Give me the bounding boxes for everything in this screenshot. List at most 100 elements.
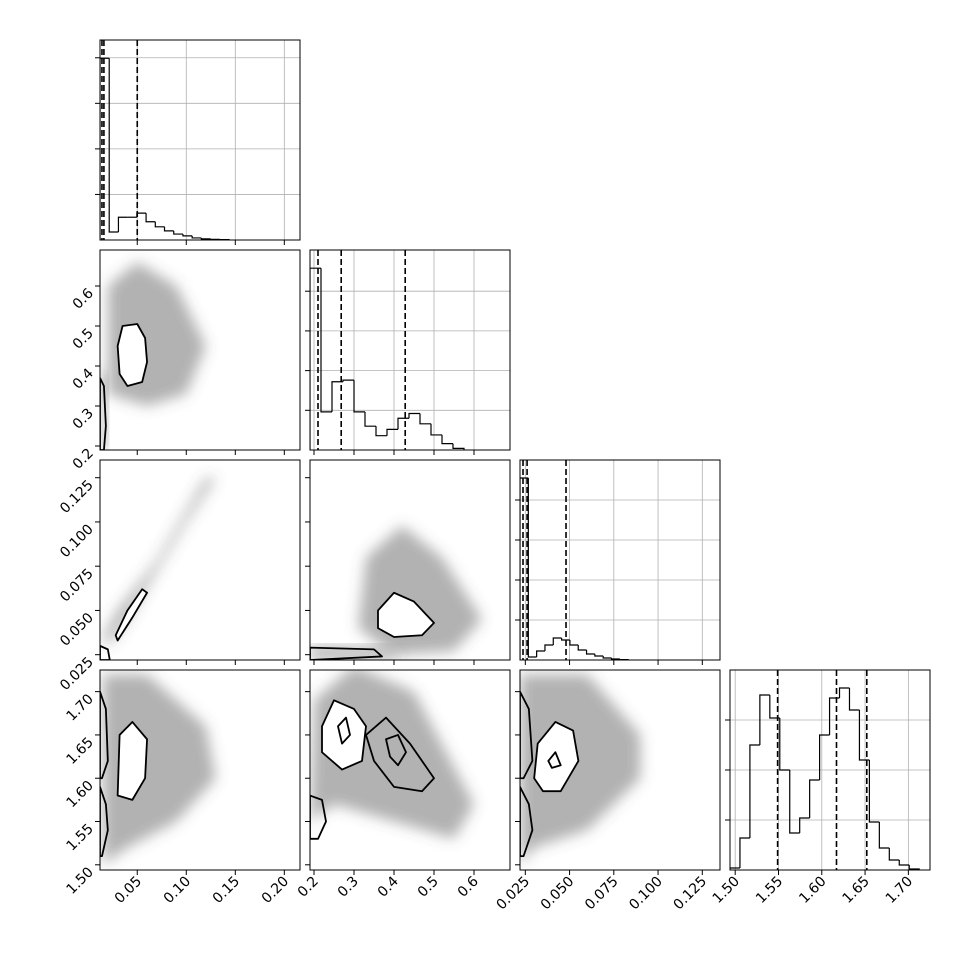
- histogram-bin: [898, 860, 910, 866]
- histogram-bin: [419, 413, 431, 425]
- x-tick-label: 0.10: [161, 874, 194, 907]
- histogram-bin: [848, 688, 860, 711]
- histogram-bin: [858, 710, 870, 761]
- histogram-bin: [759, 694, 770, 745]
- histogram-bin: [779, 718, 790, 771]
- y-tick-label: 1.70: [63, 691, 96, 724]
- histogram-bin: [828, 697, 840, 735]
- histogram-bin: [560, 638, 570, 641]
- histogram-bin: [730, 867, 740, 870]
- density-contour: [100, 377, 107, 450]
- density-contour: [100, 690, 109, 780]
- y-tick-label: 1.65: [63, 734, 96, 767]
- density-panel: [100, 262, 206, 450]
- density-contour: [377, 591, 435, 638]
- x-tick-label: 1.55: [753, 874, 786, 907]
- density-contour: [321, 699, 367, 771]
- panel-frame: [729, 669, 931, 871]
- histogram-bin: [520, 477, 529, 660]
- histogram-bin: [908, 865, 920, 870]
- density-contour: [337, 716, 351, 745]
- density-contour: [547, 751, 562, 769]
- x-tick-label: 1.65: [840, 874, 873, 907]
- x-tick-label: 0.5: [415, 874, 442, 901]
- histogram-bin: [819, 734, 830, 780]
- histogram-bin: [441, 434, 453, 445]
- histogram-bin: [430, 423, 442, 436]
- histogram-bin: [888, 848, 900, 861]
- histogram-bin: [117, 216, 128, 233]
- sample-cloud: [520, 674, 641, 865]
- histogram-bin: [154, 221, 165, 228]
- histogram-bin: [544, 644, 554, 651]
- histogram-bin: [397, 417, 409, 430]
- density-panel: [100, 674, 216, 865]
- y-tick-label: 0.3: [70, 406, 97, 433]
- panel-frame: [99, 459, 301, 661]
- density-panel: [310, 670, 474, 840]
- x-tick-label: 0.075: [582, 874, 622, 914]
- histogram-bin: [342, 379, 354, 382]
- x-tick-label: 1.50: [710, 874, 743, 907]
- histogram-bin: [386, 428, 398, 436]
- histogram-bin: [136, 212, 147, 218]
- histogram-panel: [520, 460, 720, 660]
- histogram-bin: [799, 817, 810, 833]
- histogram-bin: [585, 650, 595, 655]
- histogram-panel: [310, 250, 510, 450]
- panel-frame: [99, 249, 301, 451]
- panel-frame: [99, 39, 301, 241]
- histogram-bin: [364, 411, 376, 427]
- y-tick-label: 0.100: [57, 521, 97, 561]
- density-panel: [100, 477, 216, 660]
- histogram-bin: [809, 779, 820, 818]
- density-contour: [520, 690, 534, 780]
- x-tick-label: 0.05: [112, 874, 145, 907]
- x-tick-label: 0.050: [538, 874, 578, 914]
- histogram-bin: [310, 267, 321, 450]
- y-tick-label: 1.55: [63, 821, 96, 854]
- density-contour: [114, 588, 148, 642]
- y-tick-label: 0.025: [57, 654, 97, 694]
- histogram-bin: [182, 234, 193, 237]
- panel-frame: [519, 669, 721, 871]
- histogram-bin: [452, 443, 465, 450]
- histogram-panel: [730, 670, 930, 870]
- histogram-bin: [868, 760, 880, 823]
- y-tick-label: 0.125: [57, 477, 97, 517]
- y-tick-label: 0.050: [57, 610, 97, 650]
- density-contour: [365, 716, 435, 793]
- histogram-bin: [100, 57, 110, 240]
- histogram-bin: [536, 650, 545, 657]
- histogram-bin: [375, 426, 387, 437]
- x-tick-label: 1.60: [796, 874, 829, 907]
- x-tick-label: 0.6: [455, 873, 482, 900]
- histogram-bin: [200, 237, 211, 240]
- histogram-bin: [739, 837, 750, 868]
- panel-frame: [309, 669, 511, 871]
- x-tick-label: 0.3: [335, 874, 362, 901]
- histogram-bin: [191, 235, 202, 239]
- density-contour: [116, 323, 148, 387]
- histogram-bin: [577, 645, 587, 651]
- density-contour: [310, 794, 327, 840]
- histogram-bin: [552, 637, 562, 645]
- histogram-bin: [838, 687, 850, 698]
- x-tick-label: 0.15: [210, 874, 243, 907]
- histogram-bin: [789, 770, 800, 834]
- density-contour: [100, 644, 111, 660]
- y-tick-label: 1.60: [63, 778, 96, 811]
- y-tick-label: 0.6: [70, 285, 97, 312]
- histogram-bin: [353, 380, 365, 413]
- x-tick-label: 0.4: [375, 873, 402, 900]
- histogram-panel: [100, 40, 300, 240]
- histogram-bin: [331, 381, 343, 412]
- histogram-bin: [320, 268, 332, 413]
- density-contour: [385, 734, 407, 767]
- density-contour: [100, 785, 109, 858]
- histogram-bin: [878, 822, 890, 849]
- y-tick-label: 0.4: [70, 365, 97, 392]
- y-tick-label: 0.075: [57, 566, 97, 606]
- sample-cloud: [102, 477, 216, 646]
